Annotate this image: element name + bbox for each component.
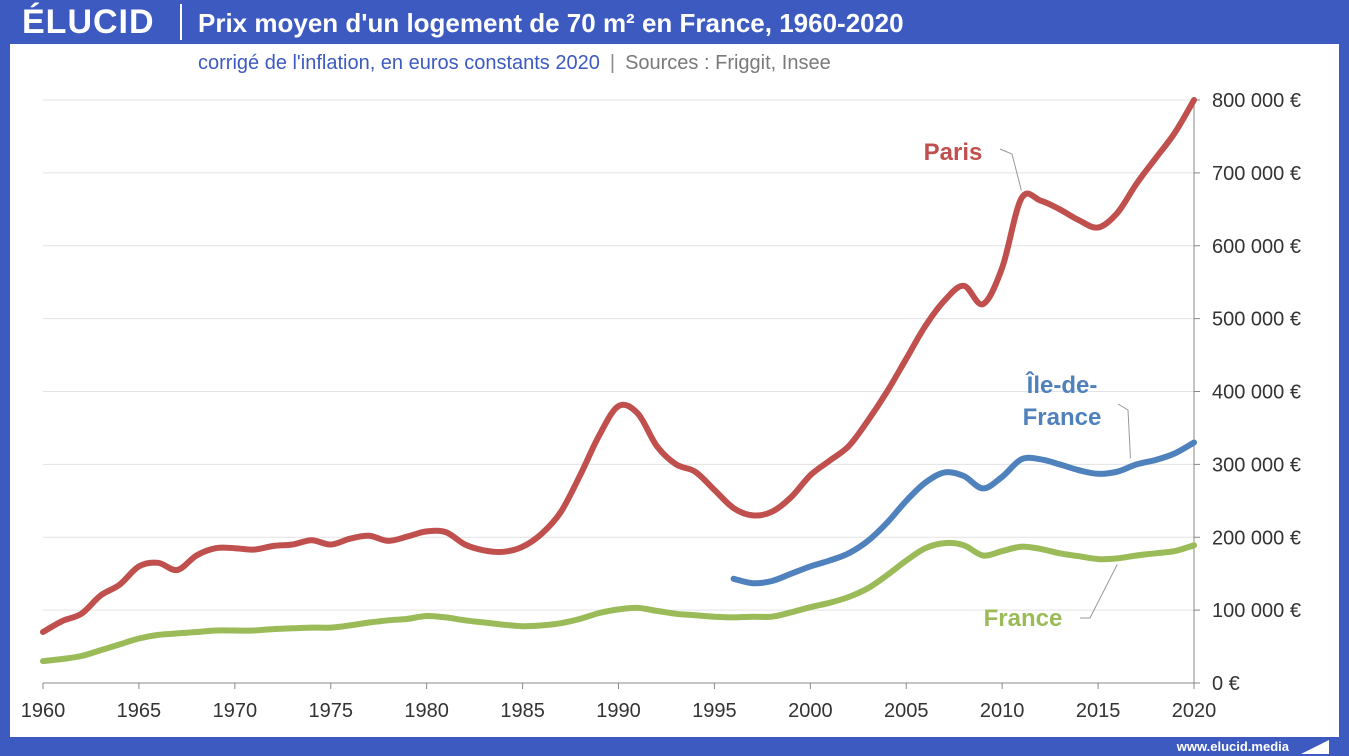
chart-title: Prix moyen d'un logement de 70 m² en Fra… bbox=[198, 8, 904, 38]
y-tick-label: 800 000 € bbox=[1212, 90, 1301, 112]
brand-flag-icon bbox=[1301, 740, 1329, 754]
series-line-idf bbox=[730, 439, 1197, 587]
subtitle-text: corrigé de l'inflation, en euros constan… bbox=[198, 52, 600, 74]
series-label-france: France bbox=[984, 605, 1063, 632]
y-tick-label: 400 000 € bbox=[1212, 382, 1301, 404]
x-tick-label: 1985 bbox=[500, 700, 545, 722]
x-tick-label: 1970 bbox=[213, 700, 258, 722]
y-tick-label: 600 000 € bbox=[1212, 236, 1301, 258]
chart-panel: corrigé de l'inflation, en euros constan… bbox=[10, 44, 1339, 737]
x-tick-label: 1960 bbox=[21, 700, 66, 722]
line-chart: 0 € 100 000 € 200 000 € 300 000 € 400 000 € 5… bbox=[21, 90, 1301, 722]
x-tick-label: 1980 bbox=[404, 700, 449, 722]
x-tick-label: 2020 bbox=[1172, 700, 1217, 722]
y-tick-label: 700 000 € bbox=[1212, 163, 1301, 185]
header-divider bbox=[180, 4, 182, 40]
x-tick-label: 1975 bbox=[309, 700, 354, 722]
series-line-paris bbox=[40, 97, 1197, 635]
x-tick-label: 1990 bbox=[596, 700, 641, 722]
series-label-paris: Paris bbox=[924, 139, 983, 166]
y-tick-label: 500 000 € bbox=[1212, 309, 1301, 331]
sources-text: Sources : Friggit, Insee bbox=[625, 52, 831, 74]
x-tick-label: 2015 bbox=[1076, 700, 1121, 722]
x-tick-label: 1995 bbox=[692, 700, 737, 722]
chart-subtitle: corrigé de l'inflation, en euros constan… bbox=[198, 52, 831, 75]
leader-line-idf bbox=[1117, 403, 1131, 459]
x-tick-label: 2000 bbox=[788, 700, 833, 722]
series-line-france bbox=[40, 539, 1197, 665]
series-label-idf-line1: Île-de- bbox=[1026, 371, 1098, 399]
y-tick-label: 200 000 € bbox=[1212, 527, 1301, 549]
series-label-idf-line2: France bbox=[1023, 404, 1102, 431]
x-tick-label: 2010 bbox=[980, 700, 1025, 722]
x-tick-label: 1965 bbox=[117, 700, 162, 722]
leader-line-france bbox=[1080, 564, 1118, 619]
subtitle-separator: | bbox=[609, 52, 616, 74]
brand-logo: ÉLUCID bbox=[22, 3, 155, 41]
y-tick-label: 100 000 € bbox=[1212, 600, 1301, 622]
y-tick-label: 300 000 € bbox=[1212, 454, 1301, 476]
x-tick-label: 2005 bbox=[884, 700, 929, 722]
leader-line-paris bbox=[999, 148, 1022, 191]
y-tick-label: 0 € bbox=[1212, 673, 1240, 695]
footer-url[interactable]: www.elucid.media bbox=[1176, 739, 1289, 754]
header-bar: ÉLUCID Prix moyen d'un logement de 70 m²… bbox=[0, 0, 1349, 44]
